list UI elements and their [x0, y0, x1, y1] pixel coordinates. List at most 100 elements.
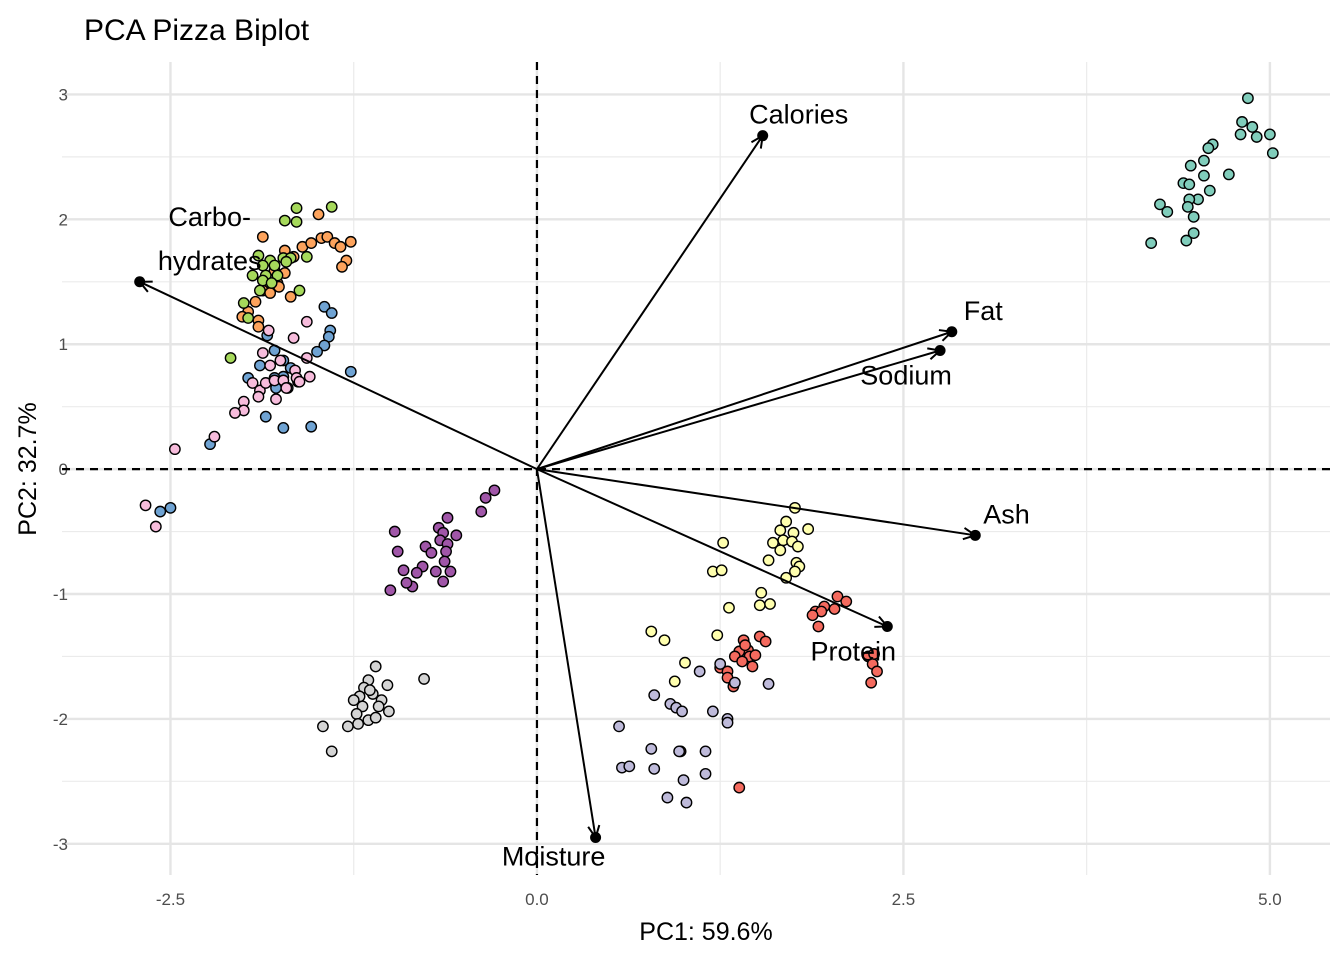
data-point — [868, 648, 881, 660]
data-point — [280, 382, 293, 394]
data-point — [372, 700, 385, 713]
data-point — [274, 354, 287, 367]
data-point — [1198, 169, 1210, 182]
series-E — [139, 315, 316, 533]
data-point — [253, 284, 266, 297]
chart-title: PCA Pizza Biplot — [84, 14, 310, 47]
data-point — [268, 259, 281, 272]
data-point — [287, 332, 300, 344]
data-point — [1250, 131, 1263, 143]
data-point — [363, 684, 376, 697]
tick-labels: -2.50.02.55.03210-1-2-3 — [53, 85, 1282, 909]
data-point — [1203, 184, 1216, 197]
data-point — [336, 260, 348, 273]
data-point — [1202, 142, 1215, 155]
loading-protein: Protein — [536, 468, 896, 666]
data-point — [711, 629, 724, 642]
data-point — [755, 586, 768, 599]
data-point — [759, 635, 772, 648]
data-point — [252, 249, 265, 262]
data-point — [341, 720, 354, 733]
data-point — [806, 609, 819, 622]
data-point — [321, 230, 334, 243]
data-point — [347, 694, 360, 707]
data-point — [789, 565, 801, 578]
data-point — [325, 200, 338, 213]
data-point — [290, 202, 303, 215]
arrow-line — [536, 349, 941, 471]
data-point — [1222, 168, 1235, 181]
data-point — [305, 237, 318, 249]
loading-ash: Ash — [536, 468, 1030, 541]
data-point — [679, 656, 691, 669]
data-point — [1180, 234, 1193, 247]
data-point — [139, 499, 152, 512]
data-point — [676, 705, 688, 718]
y-tick-label: 2 — [59, 210, 68, 229]
data-point — [1187, 210, 1200, 223]
data-point — [715, 564, 728, 577]
arrow-endpoint — [969, 529, 981, 541]
data-point — [410, 566, 423, 579]
data-point — [1263, 128, 1276, 141]
data-point — [714, 658, 727, 670]
data-point — [645, 625, 658, 638]
data-point — [388, 525, 401, 538]
data-point — [317, 720, 329, 733]
loading-label: Calories — [749, 100, 848, 130]
data-point — [1236, 116, 1248, 128]
data-point — [270, 393, 282, 406]
data-point — [303, 370, 316, 383]
y-tick-label: -1 — [53, 585, 68, 604]
series-G — [317, 660, 430, 758]
data-point — [305, 420, 318, 433]
series-J — [613, 658, 775, 809]
data-point — [290, 215, 303, 228]
data-point — [767, 536, 779, 549]
data-point — [208, 430, 221, 443]
data-point — [441, 511, 454, 524]
data-point — [677, 774, 690, 786]
data-point — [280, 255, 293, 268]
data-point — [699, 767, 712, 780]
arrow-endpoint — [590, 832, 602, 844]
data-point — [311, 345, 323, 358]
data-point — [418, 673, 430, 685]
loading-arrows: Calories Fat Sodium Ash Protein Moisture Carbo… — [134, 100, 1030, 872]
data-point — [699, 745, 712, 758]
data-point — [334, 240, 347, 253]
data-point — [400, 576, 413, 589]
data-point — [265, 277, 278, 289]
data-point — [312, 208, 325, 221]
data-point — [300, 250, 313, 263]
data-point — [623, 760, 636, 773]
x-tick-label: 2.5 — [892, 890, 916, 909]
arrow-endpoint — [757, 130, 769, 142]
loading-moisture: Moisture — [502, 468, 605, 872]
data-point — [425, 546, 438, 559]
data-point — [648, 762, 661, 775]
data-point — [736, 655, 749, 668]
arrow-line — [535, 468, 597, 838]
loading-label: hydrates — [158, 246, 262, 276]
data-point — [774, 524, 787, 537]
data-point — [1184, 159, 1197, 172]
data-point — [246, 377, 259, 389]
data-point — [728, 676, 741, 689]
data-point — [444, 565, 457, 578]
x-tick-label: -2.5 — [156, 890, 185, 909]
data-point — [293, 375, 306, 388]
arrow-endpoint — [134, 276, 146, 288]
data-point — [391, 545, 404, 558]
data-point — [668, 675, 681, 688]
y-tick-label: 3 — [59, 85, 68, 104]
data-point — [450, 529, 463, 542]
data-point — [264, 359, 277, 372]
data-point — [1145, 237, 1158, 249]
data-point — [237, 297, 250, 309]
data-point — [318, 339, 331, 352]
data-point — [344, 365, 357, 378]
data-point — [706, 705, 719, 718]
data-point — [871, 665, 883, 678]
data-point — [802, 523, 815, 535]
